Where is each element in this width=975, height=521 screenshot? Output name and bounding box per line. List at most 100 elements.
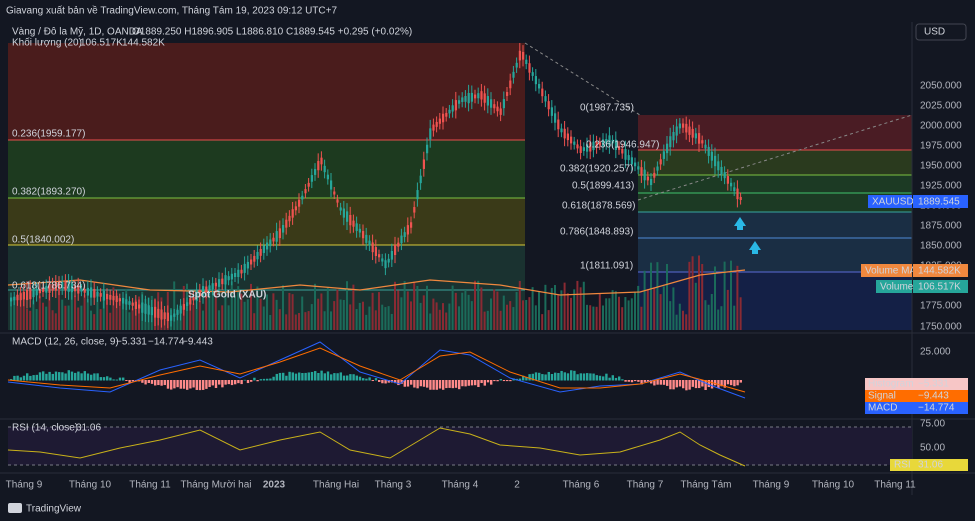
candle-body: [336, 199, 339, 203]
volume-bar: [346, 281, 348, 330]
candle-body: [387, 258, 390, 263]
histogram-bar: [131, 380, 134, 382]
candle-body: [80, 288, 83, 292]
volume-bar: [602, 305, 604, 330]
candle-body: [138, 304, 141, 309]
volume-bar: [291, 294, 294, 330]
histogram-bar: [35, 374, 38, 381]
histogram-bar: [733, 380, 736, 387]
histogram-bar: [154, 380, 157, 386]
histogram-bar: [285, 375, 288, 381]
volume-bar: [259, 298, 262, 330]
candle-body: [419, 175, 422, 184]
histogram-bar: [125, 380, 128, 381]
candle-body: [48, 283, 51, 293]
histogram-bar: [419, 380, 422, 387]
candle-body: [346, 211, 349, 222]
histogram-bar: [294, 373, 298, 381]
histogram-bar: [58, 372, 61, 381]
candle-body: [221, 278, 224, 285]
badge-label: Signal: [868, 391, 896, 402]
candle-body: [144, 303, 147, 314]
volume-bar: [541, 314, 544, 330]
volume-bar: [10, 297, 12, 330]
candle-body: [38, 289, 41, 294]
histogram-bar: [77, 371, 80, 381]
fib-label: 0.382(1920.257): [560, 164, 633, 175]
volume-bar: [432, 298, 435, 330]
volume-bar: [237, 286, 240, 330]
histogram-bar: [115, 379, 118, 381]
candle-body: [512, 71, 515, 78]
volume-bar: [304, 312, 307, 330]
candle-body: [710, 151, 713, 161]
volume-bar: [326, 287, 329, 330]
histogram-bar: [438, 380, 442, 389]
time-tick-label: Tháng 9: [6, 480, 43, 491]
volume-bar: [317, 298, 320, 330]
volume-bar: [22, 291, 25, 330]
histogram-bar: [698, 380, 701, 389]
histogram-bar: [467, 380, 470, 386]
volume-bar: [698, 255, 700, 330]
time-tick-label: Tháng 6: [563, 480, 600, 491]
time-tick-label: Tháng Hai: [313, 480, 359, 491]
candle-body: [515, 62, 518, 68]
histogram-bar: [42, 371, 45, 381]
histogram-bar: [403, 380, 406, 387]
candle-body: [362, 231, 365, 239]
volume-bar: [112, 287, 115, 330]
volume-bar: [208, 289, 211, 330]
histogram-bar: [384, 380, 387, 384]
candle-body: [96, 291, 99, 297]
volume-bar: [490, 298, 492, 330]
candle-body: [182, 304, 185, 310]
volume-bar: [707, 304, 710, 330]
histogram-bar: [563, 372, 566, 381]
histogram-bar: [61, 372, 64, 381]
candle-body: [595, 141, 598, 148]
fib-zone: [8, 140, 525, 198]
candle-body: [83, 289, 86, 293]
candle-body: [125, 299, 128, 305]
candle-body: [352, 220, 355, 227]
histogram-bar: [486, 380, 490, 383]
histogram-bar: [528, 374, 531, 381]
volume-bar: [650, 262, 652, 330]
histogram-bar: [387, 380, 390, 383]
volume-bar: [470, 301, 473, 330]
histogram-bar: [208, 380, 211, 388]
volume-bar: [720, 306, 723, 330]
volume-bar: [70, 282, 73, 330]
volume-bar: [560, 290, 563, 330]
candle-body: [563, 128, 566, 139]
histogram-bar: [483, 380, 486, 386]
volume-bar: [534, 305, 537, 330]
volume-bar: [438, 309, 441, 330]
volume-bar: [330, 311, 332, 330]
histogram-bar: [45, 373, 48, 381]
histogram-bar: [19, 377, 22, 381]
volume-bar: [323, 311, 326, 330]
volume-bar: [675, 314, 678, 330]
histogram-bar: [509, 380, 512, 382]
volume-ma-value: 144.582K: [122, 38, 165, 49]
histogram-bar: [474, 380, 477, 386]
candle-body: [666, 143, 669, 154]
histogram-bar: [243, 379, 246, 381]
histogram-bar: [422, 380, 426, 387]
histogram-bar: [707, 380, 710, 388]
volume-bar: [42, 302, 44, 330]
volume-bar: [96, 291, 99, 330]
histogram-bar: [397, 380, 400, 386]
volume-bar: [480, 287, 483, 330]
candle-body: [400, 235, 403, 244]
histogram-bar: [342, 375, 346, 381]
histogram-bar: [326, 371, 330, 381]
badge-label-bg: [876, 280, 912, 293]
candle-body: [650, 178, 653, 186]
candle-body: [339, 207, 342, 211]
badge-value: 106.517K: [918, 282, 961, 293]
candle-body: [90, 287, 93, 298]
volume-bar: [669, 301, 672, 330]
